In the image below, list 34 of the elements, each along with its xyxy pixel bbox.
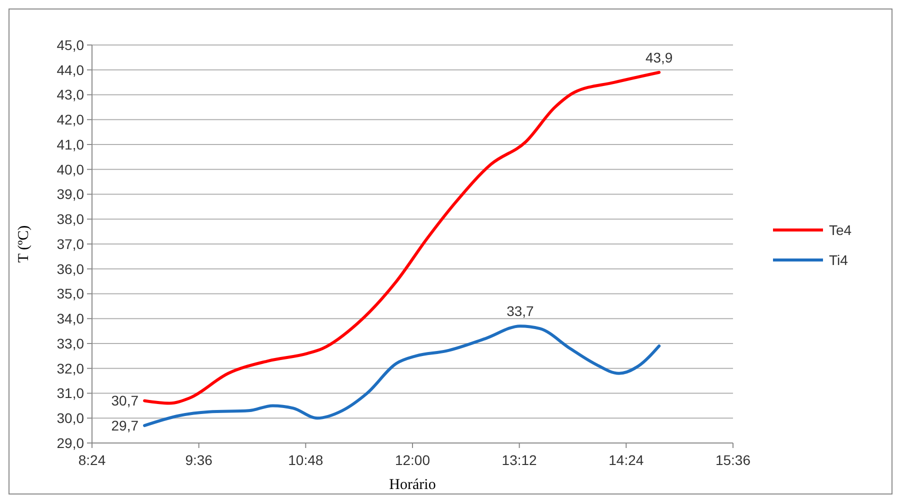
y-tick-label: 42,0	[56, 112, 84, 128]
x-tick-label: 14:24	[608, 452, 644, 468]
annotation: 29,7	[111, 417, 139, 434]
x-tick-label: 15:36	[715, 452, 751, 468]
line-series	[143, 70, 661, 405]
x-tick-label: 10:48	[288, 452, 324, 468]
y-tick-label: 39,0	[56, 186, 84, 202]
annotation: 33,7	[506, 303, 534, 320]
y-tick-label: 33,0	[56, 335, 84, 352]
annotation: 30,7	[111, 392, 139, 409]
legend-label: Te4	[829, 222, 852, 238]
y-tick-label: 40,0	[56, 161, 84, 178]
y-tick-label: 43,0	[56, 86, 84, 103]
y-tick-label: 30,0	[56, 410, 84, 426]
y-tick-label: 45,0	[56, 36, 84, 53]
y-tick-label: 32,0	[56, 360, 84, 376]
y-tick-label: 34,0	[56, 310, 84, 327]
y-tick-label: 36,0	[56, 260, 84, 277]
legend-label: Ti4	[829, 252, 848, 268]
x-tick-label: 9:36	[185, 452, 213, 468]
y-tick-label: 29,0	[56, 434, 84, 451]
y-axis-title: T (ºC)	[16, 225, 32, 263]
annotation: 43,9	[645, 49, 673, 66]
y-tick-label: 41,0	[56, 136, 84, 152]
y-tick-label: 38,0	[56, 211, 84, 228]
y-tick-label: 44,0	[56, 62, 84, 78]
y-tick-label: 35,0	[56, 286, 84, 302]
x-axis-title: Horário	[389, 477, 436, 493]
x-tick-label: 12:00	[394, 452, 430, 468]
x-tick-label: 8:24	[78, 452, 106, 468]
line-series	[143, 324, 661, 428]
x-tick-label: 13:12	[502, 452, 538, 468]
y-tick-label: 31,0	[56, 385, 84, 402]
y-tick-label: 37,0	[56, 236, 84, 252]
